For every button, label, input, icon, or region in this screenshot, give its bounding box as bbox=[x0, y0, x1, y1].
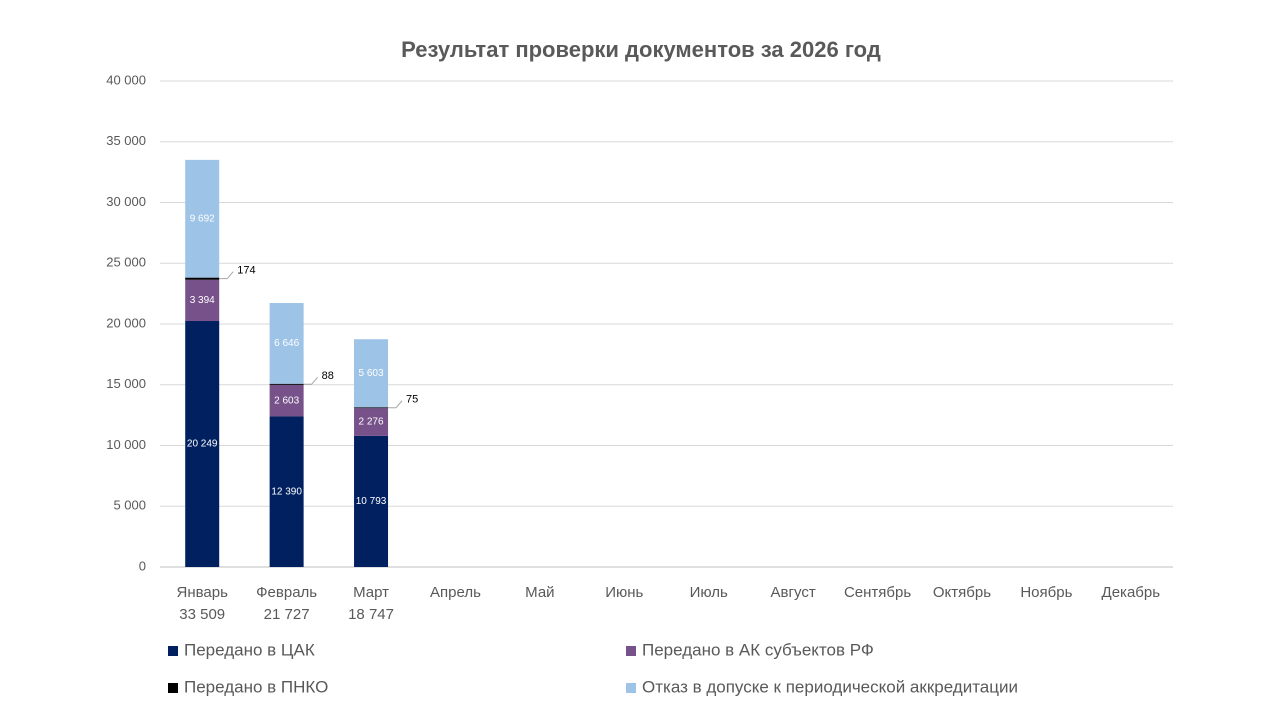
data-label: 10 793 bbox=[356, 496, 387, 507]
category-total: 21 727 bbox=[264, 606, 310, 623]
x-tick-label: Февраль bbox=[256, 584, 317, 601]
legend-label: Передано в ПНКО bbox=[184, 677, 328, 696]
x-tick-label: Август bbox=[771, 584, 816, 601]
data-label: 2 603 bbox=[274, 395, 299, 406]
bar-segment bbox=[354, 339, 389, 408]
data-label: 75 bbox=[406, 394, 418, 406]
y-tick-label: 0 bbox=[139, 558, 146, 573]
x-tick-label: Ноябрь bbox=[1020, 584, 1072, 601]
bar-segment bbox=[185, 320, 220, 567]
bar-segment bbox=[185, 159, 220, 278]
y-tick-label: 40 000 bbox=[106, 72, 146, 87]
x-tick-label: Январь bbox=[176, 584, 228, 601]
x-tick-label: Март bbox=[353, 584, 389, 601]
data-label: 5 603 bbox=[359, 368, 384, 379]
data-label: 9 692 bbox=[190, 213, 215, 224]
y-tick-label: 35 000 bbox=[106, 133, 146, 148]
legend-label: Отказ в допуске к периодической аккредит… bbox=[642, 677, 1018, 696]
legend-swatch bbox=[626, 683, 636, 693]
bar-segment bbox=[269, 416, 304, 567]
bar-segment bbox=[269, 384, 304, 417]
bar-segment bbox=[185, 279, 220, 321]
legend-label: Передано в АК субъектов РФ bbox=[642, 640, 874, 659]
data-label: 12 390 bbox=[271, 486, 302, 497]
leader-line bbox=[388, 400, 403, 409]
y-tick-label: 10 000 bbox=[106, 437, 146, 452]
y-tick-label: 25 000 bbox=[106, 255, 146, 270]
data-label: 20 249 bbox=[187, 439, 218, 450]
data-label: 3 394 bbox=[190, 295, 215, 306]
bar-segment bbox=[185, 277, 220, 280]
x-tick-label: Май bbox=[525, 584, 554, 601]
legend-swatch bbox=[626, 646, 636, 656]
bar-segment bbox=[269, 303, 304, 384]
data-label: 6 646 bbox=[274, 338, 299, 349]
bar-segment bbox=[354, 408, 389, 436]
leader-line bbox=[303, 376, 319, 385]
y-tick-label: 15 000 bbox=[106, 376, 146, 391]
category-total: 18 747 bbox=[348, 606, 394, 623]
x-tick-label: Апрель bbox=[430, 584, 481, 601]
y-tick-label: 30 000 bbox=[106, 194, 146, 209]
x-tick-label: Июнь bbox=[605, 584, 643, 601]
x-tick-label: Октябрь bbox=[933, 584, 991, 601]
bar-segment bbox=[354, 435, 389, 567]
legend-label: Передано в ЦАК bbox=[184, 640, 315, 659]
x-tick-label: Июль bbox=[690, 584, 728, 601]
data-label: 88 bbox=[322, 370, 334, 382]
y-tick-label: 5 000 bbox=[113, 498, 146, 513]
y-tick-label: 20 000 bbox=[106, 315, 146, 330]
data-label: 2 276 bbox=[359, 417, 384, 428]
chart-title: Результат проверки документов за 2026 го… bbox=[401, 37, 881, 62]
leader-line bbox=[219, 271, 234, 280]
x-tick-label: Сентябрь bbox=[844, 584, 911, 601]
x-tick-label: Декабрь bbox=[1102, 584, 1161, 601]
category-total: 33 509 bbox=[179, 606, 225, 623]
bar-segment bbox=[354, 407, 389, 409]
data-label: 174 bbox=[237, 265, 255, 277]
bar-segment bbox=[269, 383, 304, 385]
legend-swatch bbox=[168, 646, 178, 656]
legend-swatch bbox=[168, 683, 178, 693]
